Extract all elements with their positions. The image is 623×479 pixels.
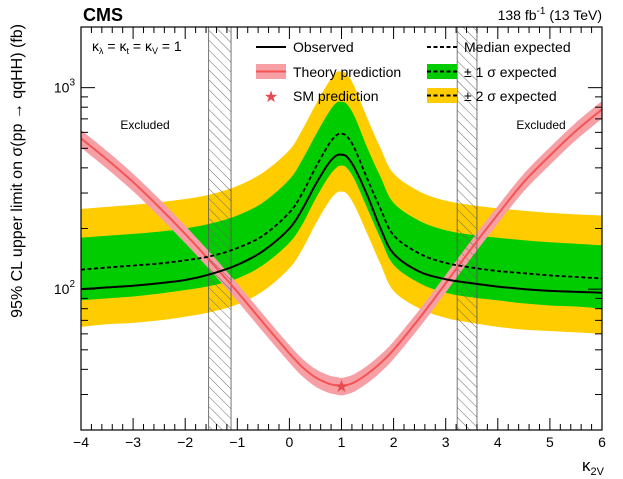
x-axis-title: κ2V bbox=[582, 456, 605, 478]
luminosity-exponent: -1 bbox=[537, 6, 546, 17]
kappa-v-sub: V bbox=[152, 46, 158, 56]
legend-sm-star-icon: ★ bbox=[264, 87, 278, 106]
kappa-t-sub: t bbox=[126, 46, 129, 56]
legend-2sigma-label: ± 2 σ expected bbox=[464, 88, 557, 104]
y-tick-label: 103 bbox=[54, 78, 76, 96]
luminosity-energy: (13 TeV) bbox=[545, 7, 602, 23]
y-tick-exponent: 3 bbox=[69, 78, 75, 89]
x-tick-label: 6 bbox=[598, 434, 606, 450]
luminosity-value: 138 fb bbox=[498, 7, 537, 23]
x-tick-label: 5 bbox=[546, 434, 554, 450]
region-labels: Excluded Excluded bbox=[120, 118, 565, 132]
y-tick-base: 10 bbox=[54, 281, 70, 297]
exclusion-hatch-right bbox=[456, 27, 478, 430]
theory-line bbox=[81, 108, 602, 388]
sm-prediction-star-icon: ★ bbox=[334, 377, 349, 397]
y-axis-title: 95% CL upper limit on σ(pp → qqHH) (fb) bbox=[9, 24, 26, 318]
legend-1sigma-label: ± 1 σ expected bbox=[464, 64, 557, 80]
legend: Observed Theory prediction ★ SM predicti… bbox=[256, 39, 571, 106]
x-tick-label: 2 bbox=[390, 434, 398, 450]
excluded-label-right: Excluded bbox=[516, 118, 565, 132]
x-tick-label: −3 bbox=[125, 434, 141, 450]
legend-observed-label: Observed bbox=[293, 39, 354, 55]
experiment-label: CMS bbox=[83, 5, 123, 25]
x-tick-label: 0 bbox=[286, 434, 294, 450]
x-tick-label: 3 bbox=[442, 434, 450, 450]
x-tick-label: −1 bbox=[229, 434, 245, 450]
x-tick-label: 4 bbox=[494, 434, 502, 450]
x-axis-title-sub: 2V bbox=[591, 466, 605, 478]
lines-layer: ★ bbox=[81, 108, 602, 397]
legend-sm-label: SM prediction bbox=[293, 88, 379, 104]
legend-theory-label: Theory prediction bbox=[293, 64, 401, 80]
x-tick-label: −4 bbox=[73, 434, 89, 450]
eq3: = 1 bbox=[158, 38, 182, 54]
y-tick-label: 102 bbox=[54, 279, 76, 297]
x-tick-label: −2 bbox=[177, 434, 193, 450]
y-tick-exponent: 2 bbox=[69, 279, 75, 290]
eq2: = κ bbox=[129, 38, 153, 54]
y-tick-base: 10 bbox=[54, 80, 70, 96]
eq1: = κ bbox=[104, 38, 128, 54]
kappa-lambda: κ bbox=[92, 38, 100, 54]
x-axis-title-main: κ bbox=[582, 456, 591, 475]
x-tick-label: 1 bbox=[338, 434, 346, 450]
kappa-lambda-sub: λ bbox=[99, 46, 104, 56]
condition-label: κλ = κt = κV = 1 bbox=[92, 38, 182, 56]
excluded-label-left: Excluded bbox=[120, 118, 169, 132]
hatch-layer bbox=[208, 27, 478, 430]
observed-line bbox=[81, 153, 602, 294]
exclusion-hatch-left bbox=[208, 27, 232, 430]
expected-line bbox=[81, 132, 602, 280]
luminosity-label: 138 fb-1 (13 TeV) bbox=[498, 6, 602, 23]
legend-median-label: Median expected bbox=[464, 39, 571, 55]
